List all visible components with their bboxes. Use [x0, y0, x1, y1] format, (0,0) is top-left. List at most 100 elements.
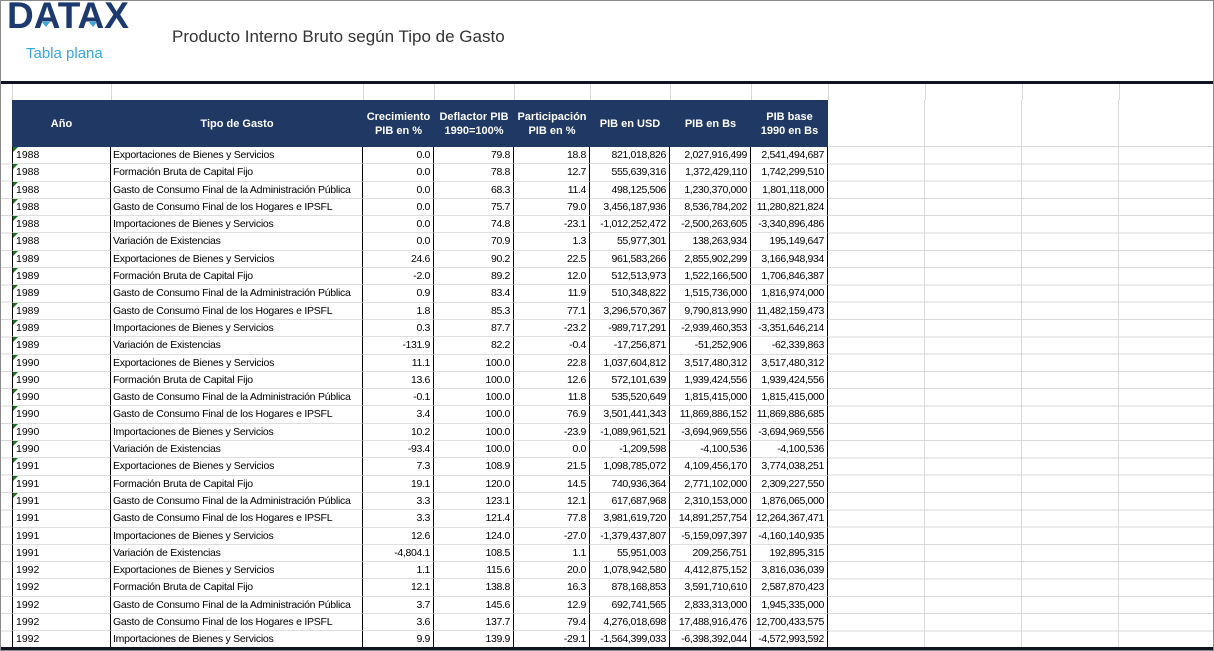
year-cell[interactable]: 1989	[12, 268, 111, 285]
pib-base-cell[interactable]: 2,309,227,550	[751, 476, 828, 493]
participacion-cell[interactable]: 11.8	[514, 389, 590, 406]
pib-usd-cell[interactable]: 1,037,604,812	[590, 355, 670, 372]
year-cell[interactable]: 1992	[12, 579, 111, 596]
pib-usd-cell[interactable]: 1,098,785,072	[590, 458, 670, 475]
deflactor-cell[interactable]: 121.4	[434, 510, 514, 527]
year-cell[interactable]: 1988	[12, 233, 111, 250]
pib-usd-cell[interactable]: 55,951,003	[590, 545, 670, 562]
year-cell[interactable]: 1988	[12, 164, 111, 181]
deflactor-cell[interactable]: 74.8	[434, 216, 514, 233]
pib-bs-cell[interactable]: 1,939,424,556	[670, 372, 751, 389]
gasto-type-cell[interactable]: Gasto de Consumo Final de la Administrac…	[111, 182, 363, 199]
pib-usd-cell[interactable]: -1,379,437,807	[590, 528, 670, 545]
header-participacion-pib[interactable]: Participación PIB en %	[514, 100, 590, 147]
participacion-cell[interactable]: 11.4	[514, 182, 590, 199]
pib-bs-cell[interactable]: 3,591,710,610	[670, 579, 751, 596]
pib-usd-cell[interactable]: -1,209,598	[590, 441, 670, 458]
year-cell[interactable]: 1989	[12, 337, 111, 354]
year-cell[interactable]: 1990	[12, 355, 111, 372]
year-cell[interactable]: 1992	[12, 597, 111, 614]
pib-bs-cell[interactable]: 1,372,429,110	[670, 164, 751, 181]
deflactor-cell[interactable]: 100.0	[434, 389, 514, 406]
gasto-type-cell[interactable]: Gasto de Consumo Final de la Administrac…	[111, 389, 363, 406]
crecimiento-cell[interactable]: 10.2	[363, 424, 434, 441]
gasto-type-cell[interactable]: Gasto de Consumo Final de la Administrac…	[111, 493, 363, 510]
gasto-type-cell[interactable]: Formación Bruta de Capital Fijo	[111, 268, 363, 285]
crecimiento-cell[interactable]: -4,804.1	[363, 545, 434, 562]
participacion-cell[interactable]: -23.2	[514, 320, 590, 337]
pib-bs-cell[interactable]: 3,517,480,312	[670, 355, 751, 372]
header-tipo-de-gasto[interactable]: Tipo de Gasto	[111, 100, 363, 147]
pib-usd-cell[interactable]: 617,687,968	[590, 493, 670, 510]
gasto-type-cell[interactable]: Gasto de Consumo Final de la Administrac…	[111, 285, 363, 302]
pib-base-cell[interactable]: 1,742,299,510	[751, 164, 828, 181]
year-cell[interactable]: 1992	[12, 614, 111, 631]
participacion-cell[interactable]: 12.9	[514, 597, 590, 614]
deflactor-cell[interactable]: 100.0	[434, 424, 514, 441]
crecimiento-cell[interactable]: 12.6	[363, 528, 434, 545]
pib-base-cell[interactable]: 2,541,494,687	[751, 147, 828, 164]
deflactor-cell[interactable]: 138.8	[434, 579, 514, 596]
crecimiento-cell[interactable]: 11.1	[363, 355, 434, 372]
deflactor-cell[interactable]: 82.2	[434, 337, 514, 354]
deflactor-cell[interactable]: 100.0	[434, 355, 514, 372]
deflactor-cell[interactable]: 75.7	[434, 199, 514, 216]
participacion-cell[interactable]: -29.1	[514, 631, 590, 648]
year-cell[interactable]: 1992	[12, 562, 111, 579]
gasto-type-cell[interactable]: Exportaciones de Bienes y Servicios	[111, 562, 363, 579]
crecimiento-cell[interactable]: 0.3	[363, 320, 434, 337]
crecimiento-cell[interactable]: -93.4	[363, 441, 434, 458]
gasto-type-cell[interactable]: Variación de Existencias	[111, 233, 363, 250]
pib-bs-cell[interactable]: -3,694,969,556	[670, 424, 751, 441]
pib-bs-cell[interactable]: 9,790,813,990	[670, 303, 751, 320]
pib-bs-cell[interactable]: 1,230,370,000	[670, 182, 751, 199]
pib-bs-cell[interactable]: 1,515,736,000	[670, 285, 751, 302]
gasto-type-cell[interactable]: Importaciones de Bienes y Servicios	[111, 320, 363, 337]
header-crecimiento-pib[interactable]: Crecimiento PIB en %	[363, 100, 434, 147]
pib-bs-cell[interactable]: 4,412,875,152	[670, 562, 751, 579]
gasto-type-cell[interactable]: Gasto de Consumo Final de los Hogares e …	[111, 199, 363, 216]
crecimiento-cell[interactable]: 3.6	[363, 614, 434, 631]
gasto-type-cell[interactable]: Exportaciones de Bienes y Servicios	[111, 355, 363, 372]
pib-bs-cell[interactable]: -4,100,536	[670, 441, 751, 458]
deflactor-cell[interactable]: 90.2	[434, 251, 514, 268]
gasto-type-cell[interactable]: Variación de Existencias	[111, 545, 363, 562]
year-cell[interactable]: 1989	[12, 251, 111, 268]
crecimiento-cell[interactable]: 3.3	[363, 493, 434, 510]
participacion-cell[interactable]: 22.8	[514, 355, 590, 372]
deflactor-cell[interactable]: 83.4	[434, 285, 514, 302]
pib-base-cell[interactable]: 11,280,821,824	[751, 199, 828, 216]
pib-usd-cell[interactable]: 3,296,570,367	[590, 303, 670, 320]
year-cell[interactable]: 1988	[12, 182, 111, 199]
crecimiento-cell[interactable]: 19.1	[363, 476, 434, 493]
crecimiento-cell[interactable]: 3.3	[363, 510, 434, 527]
pib-base-cell[interactable]: 11,482,159,473	[751, 303, 828, 320]
crecimiento-cell[interactable]: 3.4	[363, 406, 434, 423]
gasto-type-cell[interactable]: Variación de Existencias	[111, 441, 363, 458]
pib-bs-cell[interactable]: 209,256,751	[670, 545, 751, 562]
crecimiento-cell[interactable]: 0.9	[363, 285, 434, 302]
year-cell[interactable]: 1991	[12, 493, 111, 510]
pib-base-cell[interactable]: 1,939,424,556	[751, 372, 828, 389]
pib-usd-cell[interactable]: -989,717,291	[590, 320, 670, 337]
deflactor-cell[interactable]: 85.3	[434, 303, 514, 320]
participacion-cell[interactable]: -23.9	[514, 424, 590, 441]
participacion-cell[interactable]: 22.5	[514, 251, 590, 268]
crecimiento-cell[interactable]: 1.8	[363, 303, 434, 320]
deflactor-cell[interactable]: 120.0	[434, 476, 514, 493]
gasto-type-cell[interactable]: Gasto de Consumo Final de los Hogares e …	[111, 406, 363, 423]
header-pib-usd[interactable]: PIB en USD	[590, 100, 670, 147]
year-cell[interactable]: 1988	[12, 199, 111, 216]
pib-bs-cell[interactable]: -5,159,097,397	[670, 528, 751, 545]
pib-bs-cell[interactable]: -2,939,460,353	[670, 320, 751, 337]
crecimiento-cell[interactable]: 9.9	[363, 631, 434, 648]
pib-usd-cell[interactable]: 510,348,822	[590, 285, 670, 302]
pib-base-cell[interactable]: -3,340,896,486	[751, 216, 828, 233]
year-cell[interactable]: 1991	[12, 458, 111, 475]
pib-base-cell[interactable]: -3,351,646,214	[751, 320, 828, 337]
crecimiento-cell[interactable]: 1.1	[363, 562, 434, 579]
pib-base-cell[interactable]: 1,801,118,000	[751, 182, 828, 199]
pib-usd-cell[interactable]: 3,456,187,936	[590, 199, 670, 216]
pib-base-cell[interactable]: 1,816,974,000	[751, 285, 828, 302]
deflactor-cell[interactable]: 79.8	[434, 147, 514, 164]
